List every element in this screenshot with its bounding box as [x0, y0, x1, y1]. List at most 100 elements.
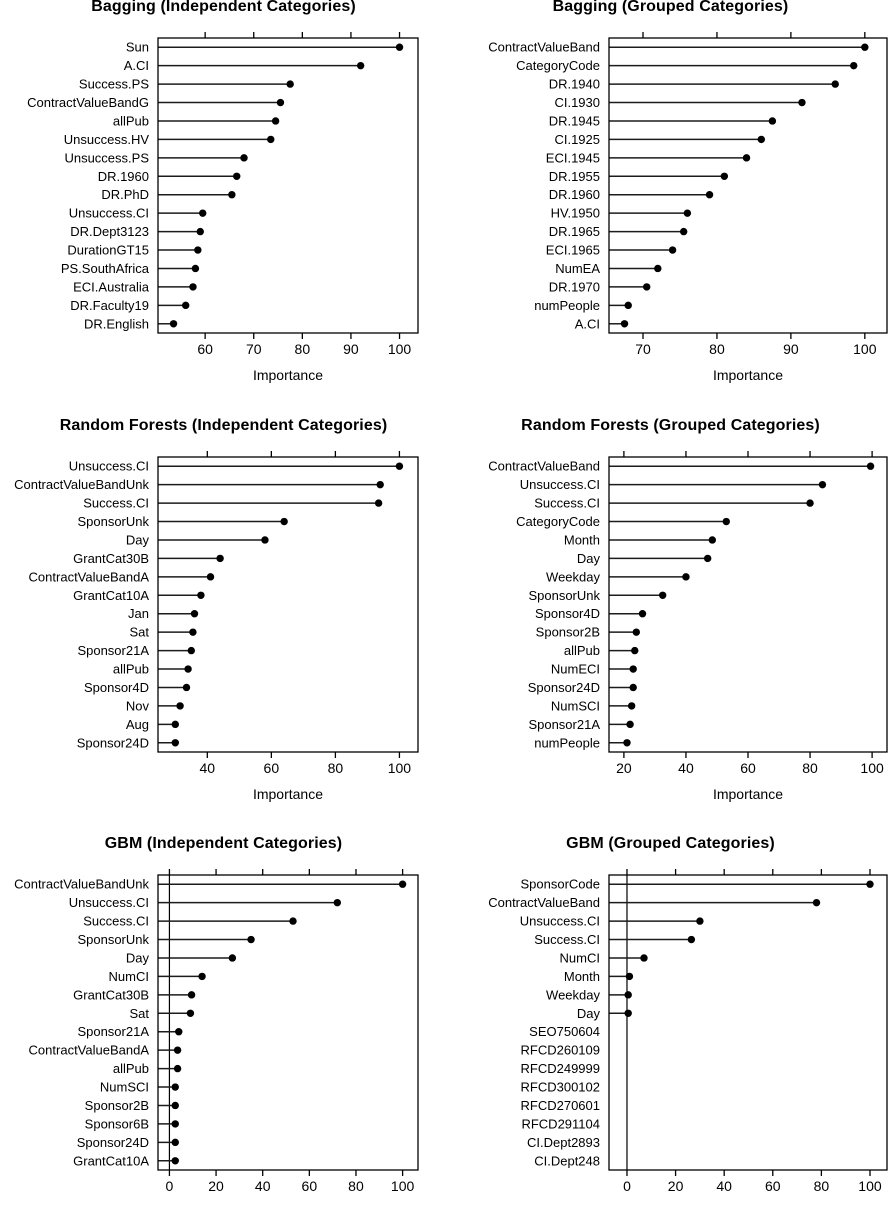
plot-box: [157, 456, 419, 753]
data-point: [206, 573, 215, 581]
category-label: allPub: [113, 1061, 149, 1076]
axis-tick-label: 60: [264, 760, 280, 776]
data-point: [171, 1120, 179, 1128]
data-point: [395, 43, 404, 51]
category-label: Unsuccess.CI: [69, 459, 149, 474]
category-label: RFCD270601: [521, 1098, 601, 1113]
category-label: DR.1960: [98, 169, 149, 184]
category-label: CI.1925: [554, 132, 600, 147]
category-label: SponsorUnk: [77, 514, 149, 529]
data-point: [742, 154, 751, 162]
data-point: [196, 227, 204, 236]
category-label: Sponsor6B: [85, 1116, 149, 1131]
data-point: [171, 1083, 179, 1091]
plot-box: [157, 874, 419, 1171]
category-label: Unsuccess.CI: [520, 914, 600, 929]
category-label: ECI.Australia: [73, 279, 150, 294]
category-label: NumCI: [109, 969, 149, 984]
data-point: [247, 935, 255, 944]
data-point: [708, 536, 717, 544]
data-point: [182, 301, 190, 310]
category-label: GrantCat10A: [73, 588, 149, 603]
category-label: RFCD291104: [521, 1116, 600, 1131]
category-label: ContractValueBand: [488, 895, 600, 910]
data-point: [640, 954, 648, 962]
category-label: ContractValueBand: [488, 40, 600, 55]
chart-title: Random Forests (Grouped Categories): [521, 417, 820, 434]
axis-tick-label: 60: [765, 1178, 781, 1194]
category-label: DR.PhD: [101, 187, 149, 202]
data-point: [182, 683, 191, 692]
category-label: Sponsor21A: [77, 1024, 149, 1039]
axis-tick-label: 40: [716, 1178, 732, 1194]
data-point: [658, 591, 667, 599]
category-label: Sponsor4D: [84, 680, 149, 695]
axis-tick-label: 20: [668, 1178, 684, 1194]
data-point: [228, 191, 236, 199]
category-label: Sponsor24D: [77, 1135, 149, 1150]
data-point: [289, 917, 297, 925]
category-label: RFCD249999: [521, 1061, 601, 1076]
data-point: [398, 880, 407, 888]
chart-title: GBM (Independent Categories): [104, 835, 343, 852]
category-label: ContractValueBandA: [29, 1043, 150, 1058]
category-label: Sponsor21A: [528, 717, 600, 732]
data-point: [757, 135, 766, 144]
category-label: RFCD300102: [521, 1080, 601, 1095]
data-point: [191, 264, 200, 273]
category-label: Nov: [126, 698, 150, 713]
data-point: [818, 480, 827, 489]
category-label: DR.1970: [549, 279, 600, 294]
category-label: Success.CI: [534, 932, 600, 947]
data-point: [171, 720, 179, 729]
data-point: [629, 665, 637, 673]
chart-title: GBM (Grouped Categories): [566, 835, 775, 852]
data-point: [395, 462, 404, 470]
category-label: A.CI: [575, 316, 600, 331]
data-point: [187, 991, 196, 999]
data-point: [620, 320, 629, 328]
data-point: [356, 61, 365, 70]
category-label: ECI.1965: [546, 243, 600, 258]
data-point: [812, 898, 821, 907]
category-label: Sponsor21A: [77, 643, 149, 658]
axis-label: Importance: [713, 786, 783, 802]
axis-tick-label: 60: [197, 341, 213, 357]
category-label: numPeople: [534, 735, 600, 750]
data-point: [286, 80, 294, 88]
data-point: [850, 61, 858, 70]
data-point: [280, 517, 288, 526]
data-point: [171, 739, 179, 747]
axis-tick-label: 70: [246, 341, 262, 357]
category-label: Sponsor24D: [77, 735, 149, 750]
category-label: Weekday: [546, 987, 600, 1002]
data-point: [169, 320, 178, 328]
data-point: [176, 702, 184, 710]
category-label: CategoryCode: [516, 514, 600, 529]
axis-tick-label: 20: [616, 760, 632, 776]
category-label: RFCD260109: [521, 1043, 601, 1058]
category-label: Unsuccess.PS: [64, 150, 149, 165]
category-label: NumSCI: [100, 1080, 149, 1095]
category-label: NumECI: [551, 662, 600, 677]
axis-tick-label: 20: [208, 1178, 224, 1194]
data-point: [626, 720, 634, 729]
axis-tick-label: 80: [709, 341, 725, 357]
data-point: [624, 991, 632, 999]
chart-title: Bagging (Independent Categories): [91, 0, 356, 15]
dotplot-canvas: 20 40 60 80 100 ContractValueBand Unsuccess.CI…: [488, 451, 888, 802]
category-label: Unsuccess.CI: [520, 477, 600, 492]
data-point: [216, 554, 224, 563]
data-point: [798, 98, 806, 107]
category-label: SponsorCode: [521, 877, 601, 892]
category-label: HV.1950: [551, 206, 600, 221]
axis-label: Importance: [253, 786, 323, 802]
axis-tick-label: 0: [623, 1178, 631, 1194]
axis-tick-label: 80: [802, 760, 818, 776]
category-label: DR.1955: [549, 169, 600, 184]
category-label: Day: [126, 950, 150, 965]
axis-tick-label: 40: [255, 1178, 271, 1194]
axis-tick-label: 0: [166, 1178, 174, 1194]
data-point: [189, 283, 197, 291]
axis-label: Importance: [253, 367, 323, 383]
